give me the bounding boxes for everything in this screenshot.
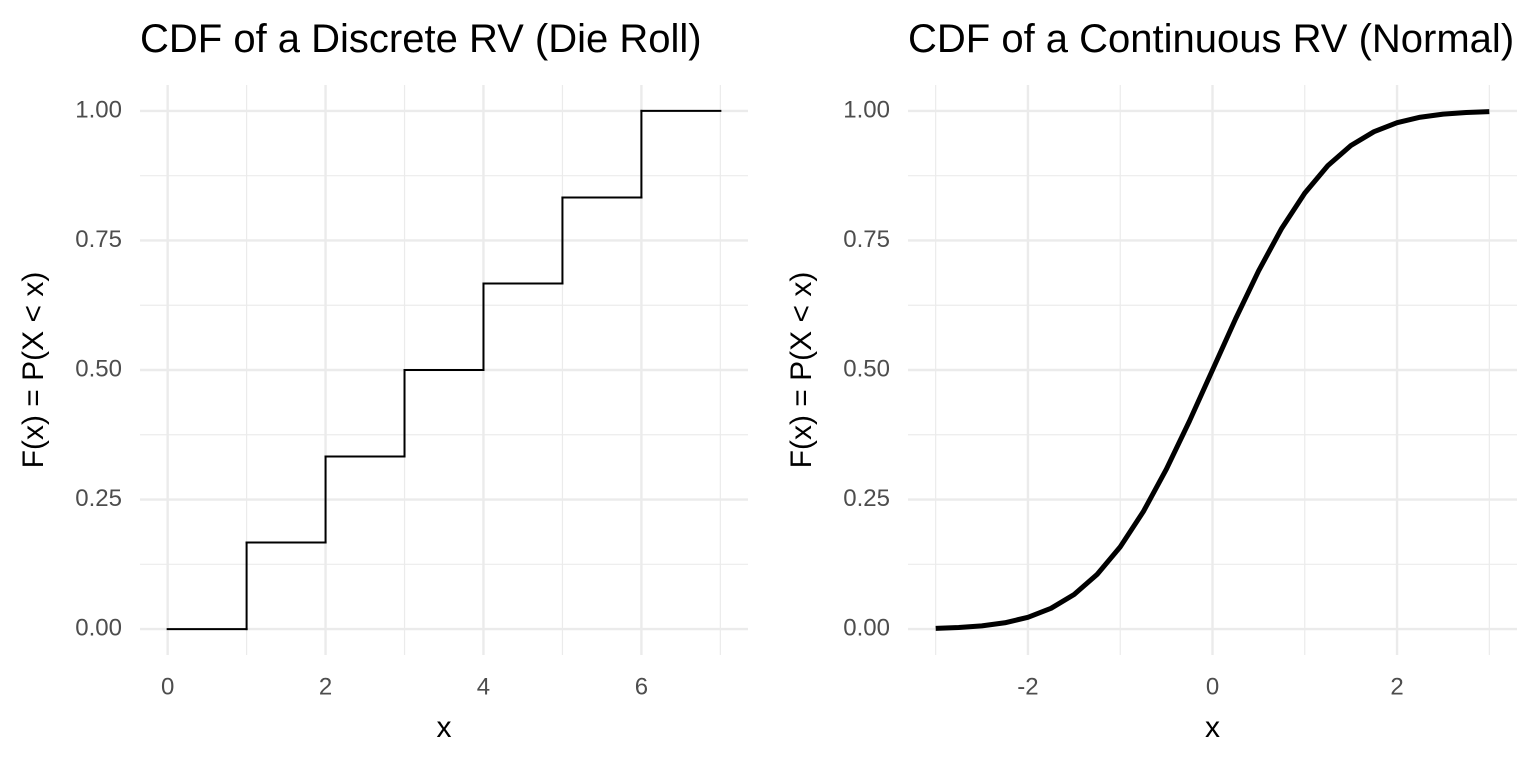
- x-tick-label: 2: [319, 673, 332, 700]
- y-tick-label: 0.00: [75, 614, 122, 641]
- y-tick-label: 0.00: [843, 614, 890, 641]
- y-axis-label: F(x) = P(X < x): [17, 272, 50, 469]
- y-tick-label: 0.75: [75, 226, 122, 253]
- y-tick-label: 0.75: [843, 226, 890, 253]
- y-tick-label: 0.50: [75, 355, 122, 382]
- x-axis-label: x: [437, 711, 452, 744]
- y-tick-label: 1.00: [843, 96, 890, 123]
- y-tick-label: 0.50: [843, 355, 890, 382]
- y-tick-label: 0.25: [75, 485, 122, 512]
- x-tick-label: 6: [635, 673, 648, 700]
- chart-title: CDF of a Discrete RV (Die Roll): [140, 17, 702, 61]
- x-tick-label: 0: [1206, 673, 1219, 700]
- y-axis-label: F(x) = P(X < x): [785, 272, 818, 469]
- y-tick-label: 1.00: [75, 96, 122, 123]
- x-tick-label: 0: [161, 673, 174, 700]
- y-tick-label: 0.25: [843, 485, 890, 512]
- x-tick-label: 4: [477, 673, 490, 700]
- x-axis-label: x: [1205, 711, 1220, 744]
- x-tick-label: 2: [1390, 673, 1403, 700]
- cdf-line: [935, 109, 1490, 631]
- x-tick-label: -2: [1017, 673, 1038, 700]
- chart-title: CDF of a Continuous RV (Normal): [908, 17, 1514, 61]
